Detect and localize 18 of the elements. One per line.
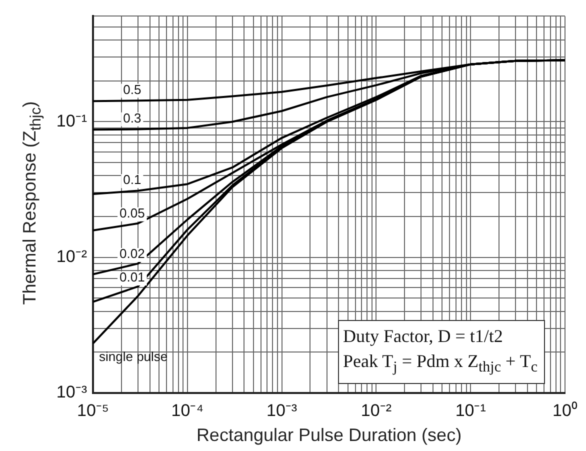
annotation: Peak T$_{j}$ = Pdm x Z$_{thjc}$ + T$_{c}$	[343, 350, 538, 378]
x-tick-label: 10⁰	[552, 400, 578, 420]
y-tick-label: 10⁻³	[56, 382, 88, 402]
x-tick-label: 10⁻¹	[455, 400, 486, 420]
x-tick-label: 10⁻⁵	[77, 400, 109, 420]
series-label: 0.02	[120, 246, 145, 262]
y-tick-label: 10⁻¹	[56, 111, 88, 130]
x-tick-label: 10⁻³	[266, 400, 298, 420]
series-label: 0.5	[123, 82, 142, 97]
series-label: 0.05	[120, 205, 145, 220]
x-axis-title: Rectangular Pulse Duration (sec)	[196, 425, 462, 446]
series-label: 0.1	[123, 172, 142, 188]
series-label: 0.01	[120, 270, 145, 285]
y-tick-label: 10⁻²	[56, 247, 88, 266]
x-tick-label: 10⁻⁴	[171, 400, 204, 420]
series-label: 0.3	[123, 110, 142, 126]
annotation: Duty Factor, D = t1/t2	[343, 325, 504, 348]
x-tick-label: 10⁻²	[360, 400, 392, 420]
